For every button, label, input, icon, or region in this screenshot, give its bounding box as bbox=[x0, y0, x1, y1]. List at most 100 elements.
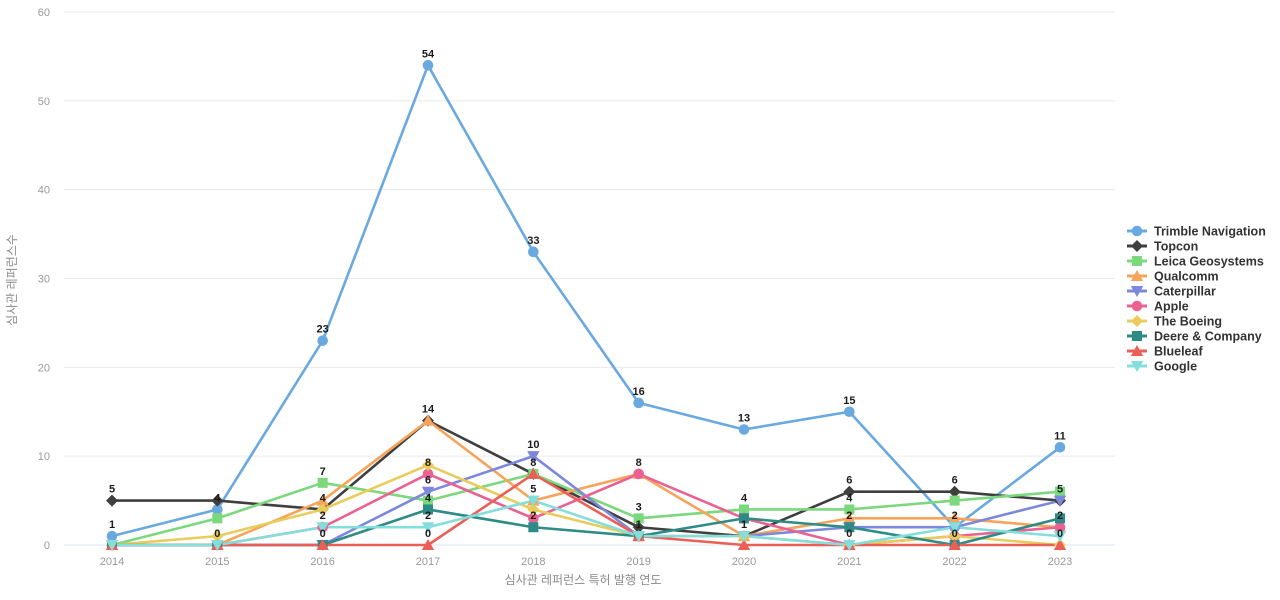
y-axis-title: 심사관 레퍼런스수 bbox=[5, 234, 19, 326]
point-trimble-navigation-2019 bbox=[633, 397, 644, 409]
point-label-deere-company-2018: 2 bbox=[530, 510, 536, 522]
point-leica-geosystems-2023 bbox=[1055, 486, 1065, 497]
legend-item-qualcomm[interactable]: Qualcomm bbox=[1127, 270, 1219, 284]
x-tick-2014: 2014 bbox=[100, 556, 124, 568]
legend-item-apple[interactable]: Apple bbox=[1127, 300, 1189, 314]
point-label-trimble-navigation-2020: 13 bbox=[738, 413, 750, 425]
point-label-deere-company-2019: 1 bbox=[636, 519, 642, 531]
point-leica-geosystems-2016 bbox=[317, 477, 328, 488]
point-label-apple-2019: 8 bbox=[636, 457, 642, 469]
legend-marker-the-boeing bbox=[1131, 315, 1143, 327]
legend-item-blueleaf[interactable]: Blueleaf bbox=[1127, 345, 1203, 359]
point-the-boeing-2022 bbox=[948, 530, 961, 543]
point-deere-company-2023 bbox=[1055, 513, 1065, 524]
point-label-leica-geosystems-2019: 3 bbox=[636, 501, 642, 513]
legend-item-caterpillar[interactable]: Caterpillar bbox=[1127, 285, 1216, 299]
point-trimble-navigation-2016 bbox=[317, 335, 328, 346]
point-deere-company-2018 bbox=[528, 522, 539, 533]
point-label-trimble-navigation-2021: 15 bbox=[843, 395, 855, 407]
legend-marker-caterpillar bbox=[1130, 286, 1144, 297]
point-the-boeing-2017 bbox=[422, 459, 434, 472]
point-label-topcon-2022: 6 bbox=[952, 475, 958, 487]
point-google-2014 bbox=[105, 540, 119, 551]
legend-label-qualcomm: Qualcomm bbox=[1154, 270, 1219, 284]
point-label-blueleaf-2021: 0 bbox=[846, 528, 852, 540]
point-label-leica-geosystems-2020: 4 bbox=[741, 492, 748, 504]
x-axis-title: 심사관 레퍼런스 특허 발행 연도 bbox=[505, 572, 662, 587]
legend-label-caterpillar: Caterpillar bbox=[1154, 285, 1216, 299]
point-leica-geosystems-2017 bbox=[423, 495, 433, 506]
legend-label-leica-geosystems: Leica Geosystems bbox=[1154, 255, 1264, 269]
point-blueleaf-2020 bbox=[737, 539, 751, 550]
legend-label-trimble-navigation: Trimble Navigation bbox=[1154, 225, 1266, 239]
point-label-topcon-2023: 5 bbox=[1057, 484, 1063, 496]
point-label-trimble-navigation-2017: 54 bbox=[422, 48, 435, 60]
point-topcon-2015 bbox=[211, 494, 224, 507]
point-label-trimble-navigation-2016: 23 bbox=[317, 324, 329, 336]
legend-marker-apple bbox=[1131, 300, 1143, 312]
y-tick-0: 0 bbox=[44, 540, 50, 552]
point-topcon-2021 bbox=[843, 485, 856, 498]
point-label-trimble-navigation-2015: 4 bbox=[214, 492, 221, 504]
point-blueleaf-2023 bbox=[1053, 539, 1067, 550]
point-label-deere-company-2017: 4 bbox=[425, 492, 432, 504]
y-tick-30: 30 bbox=[38, 274, 50, 286]
point-label-google-2018: 5 bbox=[530, 484, 536, 496]
legend-marker-leica-geosystems bbox=[1132, 256, 1142, 266]
point-label-deere-company-2022: 0 bbox=[952, 528, 958, 540]
x-tick-2022: 2022 bbox=[942, 556, 966, 568]
point-google-2022 bbox=[948, 522, 961, 534]
point-apple-2017 bbox=[422, 468, 434, 480]
legend-item-deere-company[interactable]: Deere & Company bbox=[1127, 330, 1262, 344]
point-leica-geosystems-2019 bbox=[633, 513, 644, 524]
point-label-google-2020: 1 bbox=[741, 519, 747, 531]
x-tick-2018: 2018 bbox=[521, 556, 545, 568]
series-points-trimble-navigation bbox=[106, 60, 1066, 542]
point-google-2018 bbox=[527, 495, 540, 507]
point-qualcomm-2022 bbox=[948, 512, 961, 524]
legend-item-leica-geosystems[interactable]: Leica Geosystems bbox=[1127, 255, 1264, 269]
point-caterpillar-2018 bbox=[527, 451, 540, 463]
y-tick-10: 10 bbox=[38, 451, 50, 463]
point-leica-geosystems-2020 bbox=[739, 504, 749, 515]
point-the-boeing-2015 bbox=[211, 530, 224, 543]
legend-item-trimble-navigation[interactable]: Trimble Navigation bbox=[1127, 225, 1266, 239]
point-trimble-navigation-2015 bbox=[212, 504, 223, 515]
point-label-caterpillar-2018: 10 bbox=[527, 439, 539, 451]
legend-marker-google bbox=[1130, 361, 1144, 372]
point-label-trimble-navigation-2022: 2 bbox=[952, 510, 958, 522]
legend-item-topcon[interactable]: Topcon bbox=[1127, 240, 1198, 254]
point-label-trimble-navigation-2023: 11 bbox=[1054, 430, 1066, 442]
legend-marker-blueleaf bbox=[1130, 345, 1144, 356]
point-google-2016 bbox=[316, 522, 329, 534]
series-markers bbox=[105, 60, 1067, 551]
point-deere-company-2020 bbox=[739, 513, 749, 524]
point-label-google-2017: 2 bbox=[425, 510, 431, 522]
gridlines bbox=[64, 11, 1115, 546]
point-label-google-2016: 2 bbox=[320, 510, 326, 522]
point-google-2019 bbox=[632, 531, 645, 543]
point-the-boeing-2016 bbox=[316, 503, 329, 516]
series-points-google bbox=[105, 495, 1067, 551]
point-apple-2018 bbox=[528, 513, 539, 524]
y-tick-60: 60 bbox=[38, 7, 50, 19]
point-trimble-navigation-2017 bbox=[422, 60, 434, 71]
point-label-blueleaf-2017: 0 bbox=[425, 528, 431, 540]
point-leica-geosystems-2021 bbox=[844, 504, 855, 515]
point-google-2021 bbox=[843, 540, 856, 551]
point-label-leica-geosystems-2021: 4 bbox=[846, 492, 853, 504]
legend-item-the-boeing[interactable]: The Boeing bbox=[1127, 315, 1222, 329]
point-trimble-navigation-2018 bbox=[528, 246, 539, 258]
legend-label-google: Google bbox=[1154, 360, 1197, 374]
point-label-trimble-navigation-2018: 33 bbox=[527, 235, 539, 247]
point-label-blueleaf-2018: 8 bbox=[530, 457, 536, 469]
point-label-blueleaf-2015: 0 bbox=[214, 528, 220, 540]
point-label-apple-2017: 8 bbox=[425, 457, 431, 469]
legend-item-google[interactable]: Google bbox=[1127, 360, 1197, 374]
y-tick-40: 40 bbox=[38, 185, 50, 197]
point-label-topcon-2021: 6 bbox=[846, 475, 852, 487]
